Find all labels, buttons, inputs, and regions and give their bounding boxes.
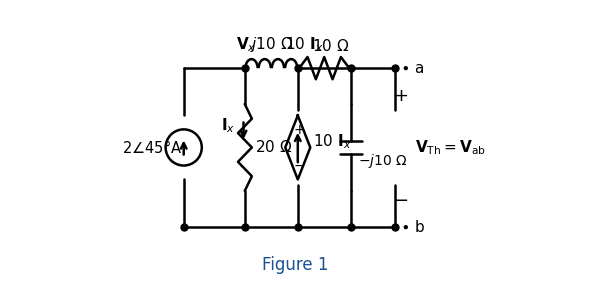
Text: $20\ \Omega$: $20\ \Omega$ (255, 139, 292, 155)
Text: $\mathbf{V}_{\mathrm{Th}}=\mathbf{V}_{\mathrm{ab}}$: $\mathbf{V}_{\mathrm{Th}}=\mathbf{V}_{\m… (415, 138, 486, 157)
Text: $10\ \Omega$: $10\ \Omega$ (313, 38, 350, 54)
Text: $-$: $-$ (293, 158, 305, 172)
Text: $\bullet$ a: $\bullet$ a (400, 61, 425, 76)
Text: Figure 1: Figure 1 (262, 256, 328, 274)
Text: $j10\ \Omega$: $j10\ \Omega$ (250, 35, 293, 54)
Text: $10\ \mathbf{I}_x$: $10\ \mathbf{I}_x$ (286, 36, 324, 54)
Text: $\mathbf{V}_x$: $\mathbf{V}_x$ (236, 36, 257, 54)
Text: +: + (293, 123, 305, 137)
Text: +: + (393, 87, 408, 105)
Text: $-j10\ \Omega$: $-j10\ \Omega$ (358, 152, 407, 170)
Text: $\mathbf{I}_x$: $\mathbf{I}_x$ (221, 116, 235, 135)
Text: $-$: $-$ (393, 190, 408, 208)
Text: $\bullet$ b: $\bullet$ b (400, 219, 425, 235)
Text: $2\angle 45°\mathrm{A}$: $2\angle 45°\mathrm{A}$ (122, 139, 182, 156)
Text: $10\ \mathbf{I}_x$: $10\ \mathbf{I}_x$ (313, 133, 352, 151)
